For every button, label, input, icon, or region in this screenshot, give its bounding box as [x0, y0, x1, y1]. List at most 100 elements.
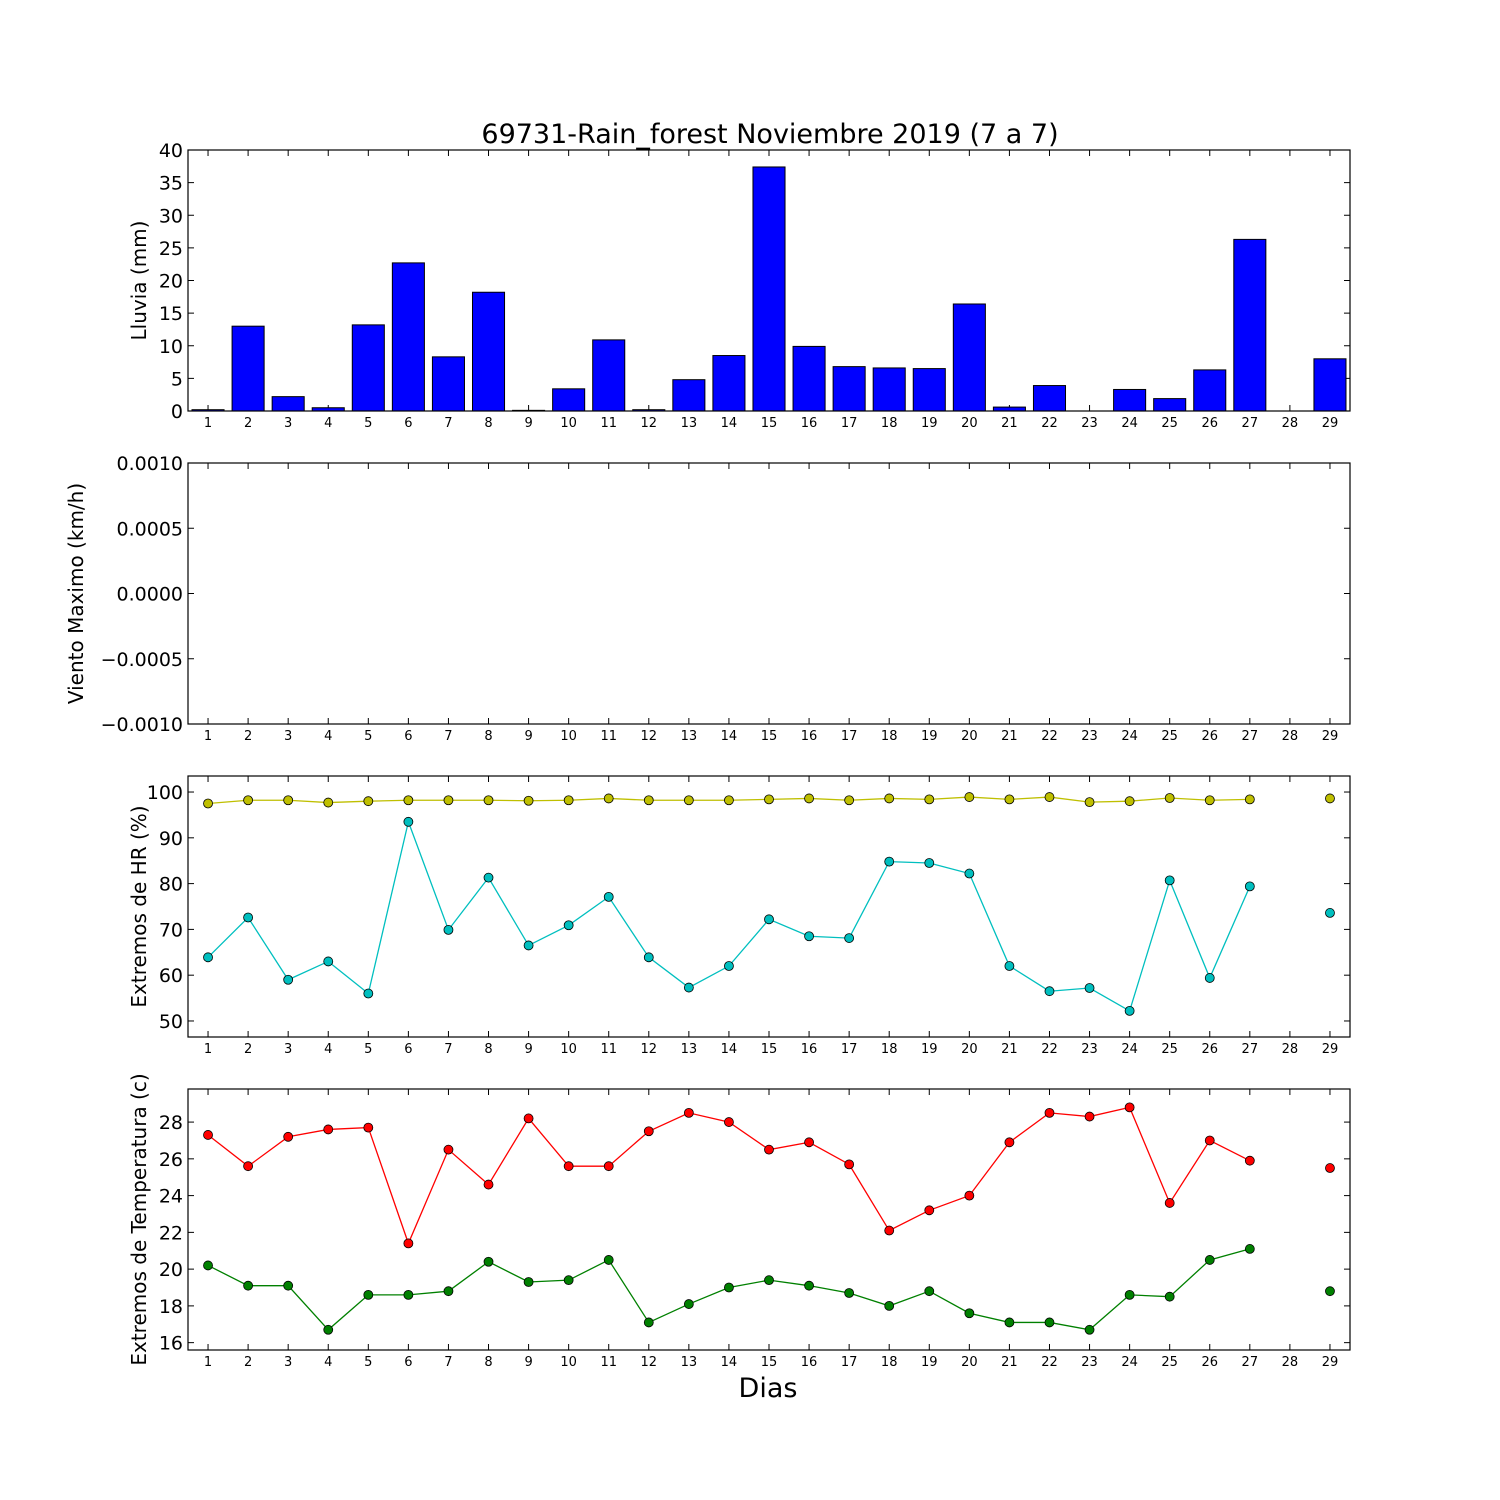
data-point-temp — [1325, 1163, 1335, 1173]
rain-bar — [592, 339, 626, 412]
y-tick-label: 26 — [159, 1149, 183, 1171]
data-point-temp — [243, 1161, 254, 1172]
x-tick-label: 3 — [284, 1042, 292, 1057]
data-point-hr — [363, 796, 374, 807]
data-point-temp — [1084, 1324, 1095, 1335]
x-tick-label: 18 — [881, 729, 898, 744]
data-point-hr — [884, 793, 895, 804]
rain-bar — [271, 396, 305, 412]
chart-title: 69731-Rain_forest Noviembre 2019 (7 a 7) — [481, 119, 1058, 150]
x-tick-label: 26 — [1201, 1042, 1218, 1057]
data-point-hr — [804, 793, 814, 804]
x-tick-label: 21 — [1001, 1355, 1018, 1370]
x-tick-label: 17 — [841, 416, 858, 431]
data-point-hr — [643, 952, 654, 963]
x-tick-label: 7 — [444, 416, 452, 431]
x-tick-label: 28 — [1282, 1355, 1299, 1370]
x-tick-label: 24 — [1121, 729, 1138, 744]
x-tick-label: 2 — [244, 416, 252, 431]
x-tick-label: 4 — [324, 416, 332, 431]
data-point-hr — [243, 795, 254, 806]
data-point-hr — [1164, 793, 1175, 803]
data-point-temp — [243, 1280, 254, 1291]
plot-frame — [187, 149, 1351, 412]
x-tick-label: 22 — [1041, 1042, 1058, 1057]
y-tick-label: 0.0010 — [117, 453, 183, 475]
data-point-hr — [844, 795, 855, 806]
x-tick-label: 16 — [801, 1042, 818, 1057]
data-point-hr — [1084, 983, 1095, 993]
data-point-hr — [403, 795, 414, 806]
data-point-hr — [1124, 1006, 1135, 1016]
data-point-temp — [483, 1256, 494, 1267]
data-point-temp — [683, 1299, 694, 1309]
data-point-temp — [724, 1282, 734, 1293]
x-tick-label: 20 — [961, 729, 978, 744]
data-point-temp — [603, 1161, 614, 1172]
plot-frame — [187, 1088, 1351, 1351]
y-tick-label: 40 — [159, 140, 183, 162]
x-tick-label: 26 — [1201, 729, 1218, 744]
data-point-temp — [1325, 1286, 1335, 1297]
data-point-hr — [804, 931, 814, 942]
y-tick-label: 90 — [159, 828, 183, 850]
y-tick-label: 50 — [159, 1011, 183, 1033]
data-point-hr — [964, 792, 975, 802]
data-point-temp — [1244, 1244, 1255, 1254]
y-tick-label: 0.0000 — [117, 584, 183, 606]
data-point-temp — [323, 1324, 334, 1335]
data-point-temp — [924, 1286, 935, 1297]
rain-bar — [872, 367, 906, 412]
x-tick-label: 9 — [524, 1042, 532, 1057]
y-tick-label: 25 — [159, 238, 183, 260]
data-point-hr — [1244, 794, 1255, 805]
data-point-hr — [1004, 961, 1015, 971]
data-point-temp — [1124, 1289, 1135, 1300]
data-point-hr — [363, 988, 374, 999]
x-tick-label: 25 — [1161, 729, 1178, 744]
x-tick-label: 4 — [324, 1355, 332, 1370]
x-tick-label: 11 — [600, 729, 617, 744]
y-tick-label: 20 — [159, 1259, 183, 1281]
data-point-hr — [884, 856, 895, 867]
data-point-hr — [643, 795, 654, 806]
data-point-hr — [323, 797, 334, 808]
x-tick-label: 27 — [1242, 1355, 1259, 1370]
x-tick-label: 29 — [1322, 1355, 1339, 1370]
data-point-temp — [523, 1277, 534, 1287]
data-point-hr — [1325, 908, 1335, 918]
x-tick-label: 13 — [681, 1355, 698, 1370]
rain-bar — [552, 388, 586, 412]
x-tick-label: 21 — [1001, 729, 1018, 744]
data-point-temp — [1044, 1107, 1055, 1118]
x-tick-label: 21 — [1001, 1042, 1018, 1057]
x-tick-label: 14 — [721, 1355, 738, 1370]
data-point-temp — [563, 1275, 574, 1286]
y-tick-label: 0.0005 — [117, 518, 183, 540]
x-tick-label: 13 — [681, 416, 698, 431]
x-tick-label: 5 — [364, 416, 372, 431]
x-tick-label: 15 — [761, 1042, 778, 1057]
data-point-temp — [844, 1288, 855, 1298]
x-tick-label: 28 — [1282, 1042, 1299, 1057]
rain-bar — [1193, 369, 1227, 412]
data-point-hr — [443, 924, 454, 935]
x-tick-label: 3 — [284, 729, 292, 744]
data-point-hr — [563, 795, 574, 806]
data-point-hr — [964, 868, 975, 879]
x-tick-label: 1 — [204, 416, 212, 431]
x-tick-label: 6 — [404, 1355, 412, 1370]
data-point-hr — [1164, 875, 1175, 886]
x-tick-label: 4 — [324, 1042, 332, 1057]
data-point-temp — [1204, 1255, 1215, 1265]
x-tick-label: 19 — [921, 1355, 938, 1370]
y-tick-label: 28 — [159, 1112, 183, 1134]
y-axis-label: Extremos de HR (%) — [127, 805, 151, 1007]
x-tick-label: 26 — [1201, 416, 1218, 431]
series-line-hr-1 — [207, 819, 1251, 1012]
data-point-temp — [283, 1131, 294, 1142]
x-tick-label: 27 — [1242, 729, 1259, 744]
x-tick-label: 19 — [921, 1042, 938, 1057]
data-point-hr — [243, 912, 254, 923]
